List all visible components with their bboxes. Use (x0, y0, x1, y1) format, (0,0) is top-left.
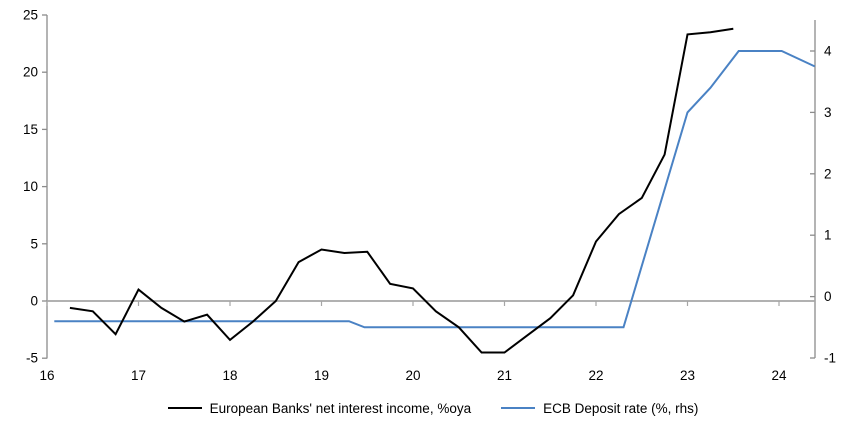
legend-item-net-interest-income: European Banks' net interest income, %oy… (167, 400, 472, 416)
left-axis-tick-label: 25 (23, 8, 38, 23)
right-axis-tick-label: -1 (824, 351, 836, 366)
x-axis-tick-label: 21 (497, 368, 512, 383)
series-line-0 (69, 27, 734, 354)
legend-label-ecb-deposit-rate: ECB Deposit rate (%, rhs) (543, 400, 699, 416)
right-axis-tick-label: 0 (824, 289, 832, 304)
right-axis-tick-label: 2 (824, 166, 832, 181)
left-axis-tick-label: 10 (23, 179, 38, 194)
x-axis-tick-label: 19 (314, 368, 329, 383)
left-axis-tick-label: -5 (26, 351, 38, 366)
left-axis-tick-label: 20 (23, 65, 38, 80)
left-axis-tick-label: 0 (30, 294, 38, 309)
right-axis-tick-label: 3 (824, 105, 832, 120)
legend-swatch-blue-line-icon (501, 407, 536, 409)
series-line-1 (54, 50, 816, 329)
x-axis-tick-label: 24 (771, 368, 787, 383)
legend-swatch-black-line-icon (167, 407, 202, 409)
right-axis-tick-label: 4 (824, 44, 832, 59)
legend: European Banks' net interest income, %oy… (0, 394, 852, 422)
x-axis-tick-label: 17 (131, 368, 146, 383)
x-axis-tick-label: 20 (405, 368, 420, 383)
left-axis-tick-label: 5 (30, 236, 38, 251)
x-axis-tick-label: 23 (680, 368, 695, 383)
legend-label-net-interest-income: European Banks' net interest income, %oy… (209, 400, 472, 416)
x-axis-tick-label: 18 (222, 368, 237, 383)
x-axis-tick-label: 16 (39, 368, 54, 383)
legend-item-ecb-deposit-rate: ECB Deposit rate (%, rhs) (501, 401, 698, 416)
right-axis-tick-label: 1 (824, 228, 832, 243)
x-axis-tick-label: 22 (588, 368, 603, 383)
left-axis-tick-label: 15 (23, 122, 38, 137)
